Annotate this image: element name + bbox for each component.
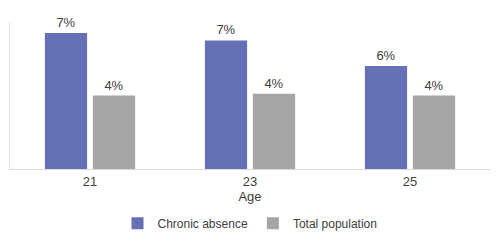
- svg-text:Age: Age: [238, 189, 261, 204]
- svg-text:6%: 6%: [376, 48, 395, 63]
- svg-text:Chronic absence: Chronic absence: [158, 217, 248, 231]
- svg-text:Total population: Total population: [293, 217, 377, 231]
- svg-text:4%: 4%: [104, 78, 123, 93]
- svg-text:23: 23: [243, 174, 257, 189]
- svg-text:7%: 7%: [216, 22, 235, 37]
- svg-text:25: 25: [403, 174, 417, 189]
- svg-text:4%: 4%: [264, 76, 283, 91]
- svg-text:4%: 4%: [424, 78, 443, 93]
- svg-text:7%: 7%: [56, 15, 75, 30]
- svg-text:21: 21: [83, 174, 97, 189]
